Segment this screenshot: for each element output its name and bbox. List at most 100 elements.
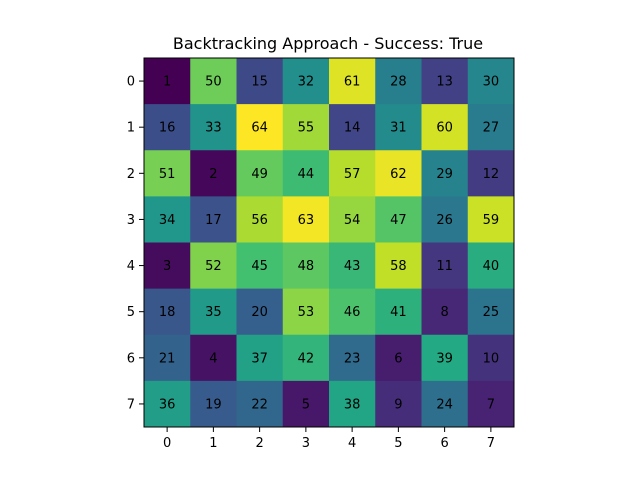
cell-value-label: 43 xyxy=(344,259,361,274)
heatmap-cell xyxy=(329,196,376,243)
x-tick-label: 4 xyxy=(348,436,356,451)
cell-value-label: 48 xyxy=(298,259,315,274)
heatmap-cell xyxy=(375,58,422,105)
cell-value-label: 32 xyxy=(298,75,315,90)
x-tick-label: 7 xyxy=(487,436,495,451)
heatmap-cell xyxy=(421,242,469,290)
heatmap-cell xyxy=(190,380,237,428)
heatmap-cell xyxy=(282,334,330,382)
heatmap-cell xyxy=(467,104,515,151)
heatmap-cell xyxy=(329,150,376,197)
heatmap-cell xyxy=(375,104,422,151)
heatmap-cell xyxy=(467,150,515,197)
x-axis-ticks: 0 1 2 3 4 5 6 7 xyxy=(163,427,495,451)
cell-value-label: 45 xyxy=(251,259,268,274)
cell-value-label: 25 xyxy=(483,305,500,320)
heatmap-cell xyxy=(282,242,330,290)
heatmap-cell xyxy=(190,196,237,243)
cell-value-label: 37 xyxy=(251,351,268,366)
cell-value-label: 24 xyxy=(436,397,453,412)
cell-value-label: 15 xyxy=(251,75,268,90)
chart-title: Backtracking Approach - Success: True xyxy=(173,34,483,53)
heatmap-cell xyxy=(144,104,191,151)
heatmap-cell xyxy=(375,380,422,428)
y-axis-ticks: 0 1 2 3 4 5 6 7 xyxy=(127,75,144,412)
cell-value-label: 57 xyxy=(344,167,361,182)
heatmap-cell xyxy=(236,104,284,151)
cell-value-label: 22 xyxy=(251,397,268,412)
cell-value-label: 56 xyxy=(251,213,268,228)
cell-value-label: 34 xyxy=(159,213,176,228)
heatmap-cell xyxy=(282,58,330,105)
heatmap-cell xyxy=(144,242,191,290)
cell-value-label: 2 xyxy=(209,167,217,182)
axes-frame xyxy=(143,57,515,428)
heatmap-cell xyxy=(467,334,515,382)
y-tick-label: 1 xyxy=(127,121,135,136)
x-tick-label: 5 xyxy=(394,436,402,451)
heatmap-cell xyxy=(467,196,515,243)
cell-value-label: 54 xyxy=(344,213,361,228)
cell-value-label: 7 xyxy=(487,397,495,412)
heatmap-cell xyxy=(190,150,237,197)
x-tick-label: 2 xyxy=(255,436,263,451)
cell-value-label: 28 xyxy=(390,75,407,90)
heatmap-cell xyxy=(329,58,376,105)
heatmap-cell xyxy=(421,58,469,105)
cell-value-label: 6 xyxy=(394,351,402,366)
cell-value-label: 36 xyxy=(159,397,176,412)
heatmap-cell xyxy=(421,196,469,243)
heatmap-cell xyxy=(236,58,284,105)
cell-value-label: 1 xyxy=(163,75,171,90)
cell-value-label: 50 xyxy=(205,75,222,90)
cell-value-label: 19 xyxy=(205,397,222,412)
y-tick-label: 0 xyxy=(127,75,135,90)
cell-value-label: 20 xyxy=(251,305,268,320)
cell-value-label: 41 xyxy=(390,305,407,320)
heatmap-cell xyxy=(375,334,422,382)
heatmap-cell xyxy=(236,196,284,243)
heatmap-cell xyxy=(421,288,469,336)
heatmap-cell xyxy=(236,150,284,197)
heatmap-cell xyxy=(467,380,515,428)
heatmap-cell xyxy=(144,196,191,243)
cell-value-label: 18 xyxy=(159,305,176,320)
cell-value-label: 9 xyxy=(394,397,402,412)
heatmap-cell xyxy=(236,242,284,290)
heatmap-cell xyxy=(329,334,376,382)
heatmap-cell xyxy=(421,380,469,428)
heatmap-cell xyxy=(282,380,330,428)
heatmap-cell xyxy=(375,242,422,290)
cell-value-label: 27 xyxy=(483,121,500,136)
cell-value-label: 62 xyxy=(390,167,407,182)
heatmap-cell xyxy=(190,104,237,151)
heatmap-cell xyxy=(190,288,237,336)
cell-value-label: 55 xyxy=(298,121,315,136)
heatmap-cell xyxy=(421,104,469,151)
cell-value-label: 11 xyxy=(436,259,453,274)
cell-value-label: 42 xyxy=(298,351,315,366)
heatmap-cell xyxy=(329,104,376,151)
heatmap-cell xyxy=(190,58,237,105)
heatmap-cell xyxy=(190,334,237,382)
cell-value-label: 33 xyxy=(205,121,222,136)
cell-value-label: 4 xyxy=(209,351,217,366)
heatmap-cell xyxy=(375,150,422,197)
y-tick-label: 3 xyxy=(127,213,135,228)
heatmap-cell xyxy=(375,196,422,243)
cell-value-label: 16 xyxy=(159,121,176,136)
cell-value-label: 17 xyxy=(205,213,222,228)
cell-value-label: 12 xyxy=(483,167,500,182)
cell-value-label: 10 xyxy=(483,351,500,366)
cell-value-label: 8 xyxy=(440,305,448,320)
heatmap-cell xyxy=(421,150,469,197)
cell-value-label: 29 xyxy=(436,167,453,182)
cell-value-label: 26 xyxy=(436,213,453,228)
y-tick-label: 7 xyxy=(127,397,135,412)
heatmap-cell xyxy=(467,58,515,105)
cell-value-label: 47 xyxy=(390,213,407,228)
heatmap-cell xyxy=(190,242,237,290)
y-tick-label: 4 xyxy=(127,259,135,274)
x-tick-label: 3 xyxy=(302,436,310,451)
